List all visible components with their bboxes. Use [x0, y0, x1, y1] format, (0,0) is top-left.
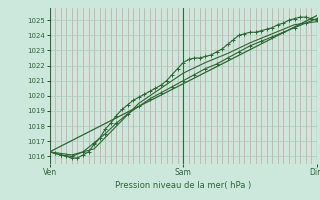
X-axis label: Pression niveau de la mer( hPa ): Pression niveau de la mer( hPa ) [115, 181, 251, 190]
